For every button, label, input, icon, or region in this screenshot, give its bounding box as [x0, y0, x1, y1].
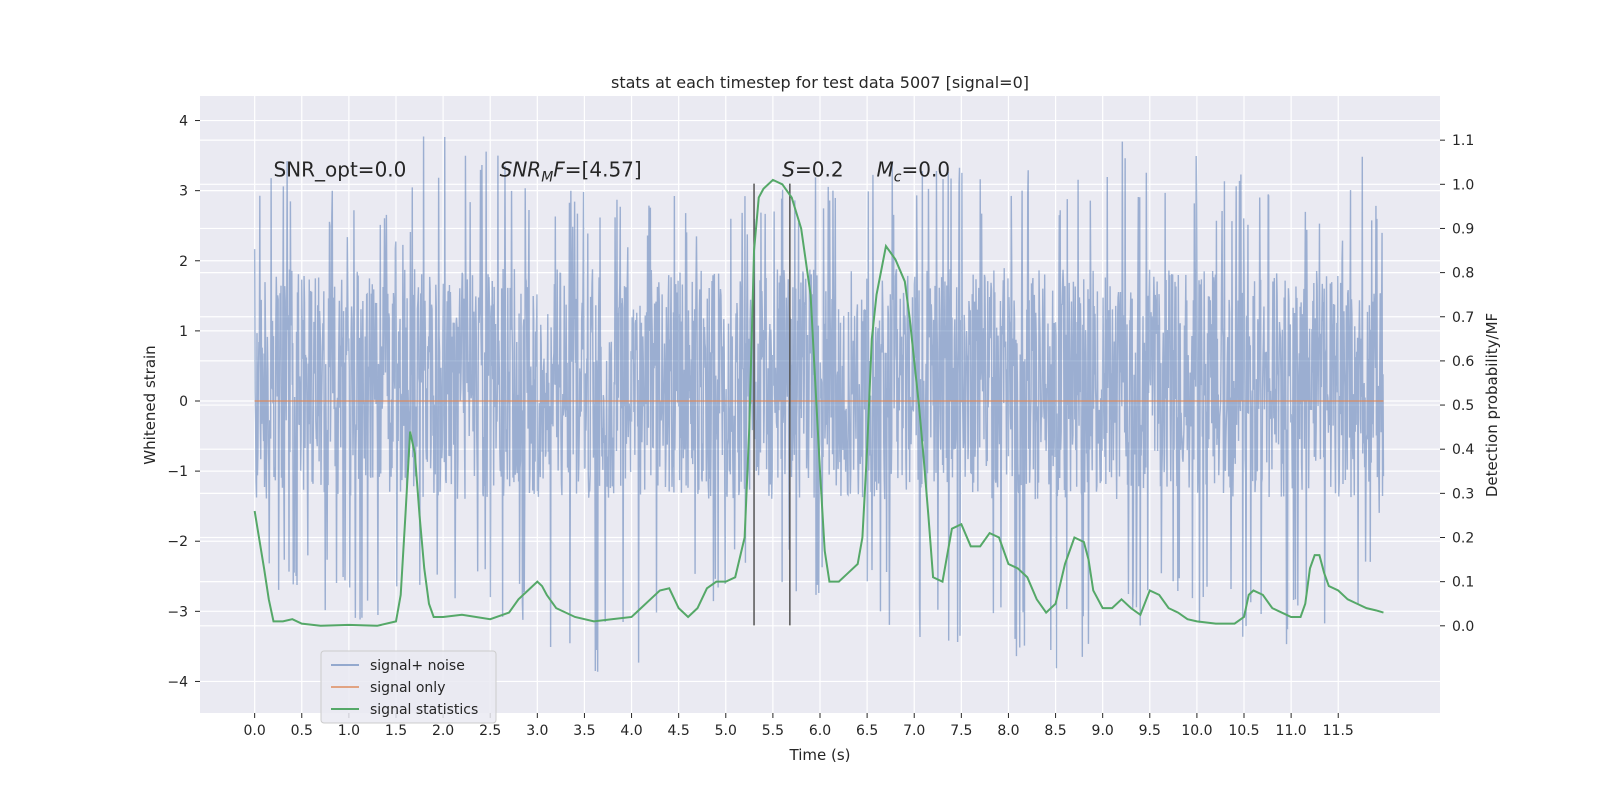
x-tick-label: 2.0 — [432, 723, 454, 739]
x-tick-label: 4.5 — [668, 723, 690, 739]
y-left-tick-label: −2 — [167, 534, 188, 550]
annotation-3: Mc=0.0 — [877, 158, 951, 186]
y-left-tick-label: −3 — [167, 604, 188, 620]
x-tick-label: 11.0 — [1276, 723, 1307, 739]
y-axis-left-label: Whitened strain — [141, 345, 159, 464]
x-axis-label: Time (s) — [789, 746, 851, 764]
y-right-tick-label: 0.7 — [1452, 310, 1474, 326]
annotation-1: SNRMF=[4.57] — [500, 158, 642, 186]
x-tick-label: 11.5 — [1323, 723, 1354, 739]
y-right-tick-label: 0.1 — [1452, 575, 1474, 591]
y-axis-right-ticks: 0.0 0.1 0.2 0.3 0.4 0.5 0.6 0.7 0.8 0.9 1.0 1.1 — [1440, 133, 1474, 635]
y-left-tick-label: 1 — [179, 324, 188, 340]
x-tick-label: 10.0 — [1181, 723, 1212, 739]
x-tick-label: 9.5 — [1139, 723, 1161, 739]
x-tick-label: 9.0 — [1092, 723, 1114, 739]
legend-label-noise: signal+ noise — [370, 658, 465, 674]
y-left-tick-label: −1 — [167, 464, 188, 480]
x-tick-label: 0.0 — [244, 723, 266, 739]
x-tick-label: 3.0 — [526, 723, 548, 739]
x-tick-label: 2.5 — [479, 723, 501, 739]
annotation-0: SNR_opt=0.0 — [273, 158, 406, 182]
annotation-2: S=0.2 — [782, 158, 843, 182]
x-tick-label: 3.5 — [573, 723, 595, 739]
y-right-tick-label: 0.4 — [1452, 442, 1474, 458]
legend: signal+ noise signal only signal statist… — [320, 650, 497, 724]
y-left-tick-label: 0 — [179, 394, 188, 410]
x-tick-label: 4.0 — [620, 723, 642, 739]
x-tick-label: 7.0 — [903, 723, 925, 739]
y-right-tick-label: 0.8 — [1452, 266, 1474, 282]
x-tick-label: 1.5 — [385, 723, 407, 739]
x-axis-ticks: 0.0 0.5 1.0 1.5 2.0 2.5 3.0 3.5 4.0 4.5 5.0 5.5 6.0 6… — [244, 713, 1354, 739]
y-right-tick-label: 0.3 — [1452, 486, 1474, 502]
statistics-line — [253, 178, 1384, 627]
y-right-tick-label: 0.0 — [1452, 619, 1474, 635]
y-left-tick-label: −4 — [167, 674, 188, 690]
y-left-tick-label: 4 — [179, 114, 188, 130]
y-right-tick-label: 1.1 — [1452, 133, 1474, 149]
legend-label-signal-only: signal only — [370, 680, 445, 696]
y-right-tick-label: 0.6 — [1452, 354, 1474, 370]
noise-trace — [253, 136, 1385, 672]
x-tick-label: 8.5 — [1044, 723, 1066, 739]
x-tick-label: 0.5 — [291, 723, 313, 739]
y-axis-left-ticks: −4 −3 −2 −1 0 1 2 3 4 — [167, 114, 200, 690]
plot-content — [253, 136, 1385, 672]
y-axis-right-label: Detection probability/MF — [1483, 313, 1501, 497]
series-signal-plus-noise — [253, 136, 1385, 672]
series-signal-statistics — [253, 178, 1384, 627]
x-tick-label: 10.5 — [1228, 723, 1259, 739]
x-tick-label: 1.0 — [338, 723, 360, 739]
y-left-tick-label: 2 — [179, 254, 188, 270]
y-left-tick-label: 3 — [179, 184, 188, 200]
y-right-tick-label: 1.0 — [1452, 177, 1474, 193]
y-right-tick-label: 0.2 — [1452, 531, 1474, 547]
x-tick-label: 5.0 — [715, 723, 737, 739]
x-tick-label: 6.5 — [856, 723, 878, 739]
y-right-tick-label: 0.5 — [1452, 398, 1474, 414]
y-right-tick-label: 0.9 — [1452, 221, 1474, 237]
legend-box — [320, 650, 497, 724]
x-tick-label: 6.0 — [809, 723, 831, 739]
annotations: SNR_opt=0.0 SNRMF=[4.57] S=0.2 Mc=0.0 — [273, 158, 950, 186]
x-tick-label: 5.5 — [762, 723, 784, 739]
x-tick-label: 8.0 — [997, 723, 1019, 739]
x-tick-label: 7.5 — [950, 723, 972, 739]
legend-label-statistics: signal statistics — [370, 702, 478, 718]
chart-title: stats at each timestep for test data 500… — [611, 73, 1029, 92]
